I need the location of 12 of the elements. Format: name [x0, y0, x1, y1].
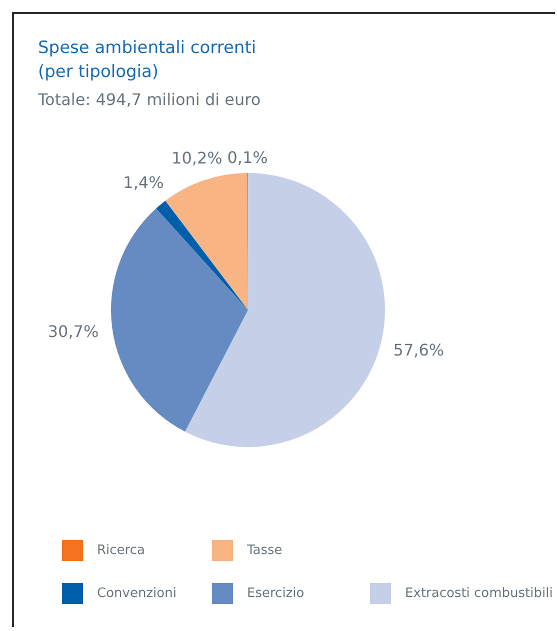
legend-label: Convenzioni	[97, 586, 176, 601]
data-label: 57,6%	[393, 340, 444, 360]
legend-label: Esercizio	[247, 586, 304, 601]
chart-title: Spese ambientali correnti (per tipologia)	[38, 37, 258, 84]
data-label: 30,7%	[48, 322, 99, 341]
data-label: 1,4%	[123, 172, 164, 192]
data-label: 0,1%	[227, 148, 268, 168]
legend-label: Extracosti combustibili	[405, 586, 553, 601]
chart-subtitle: Totale: 494,7 milioni di euro	[38, 90, 261, 109]
legend-label: Ricerca	[97, 543, 145, 558]
legend-label: Tasse	[247, 543, 282, 558]
data-label: 10,2%	[172, 148, 222, 168]
